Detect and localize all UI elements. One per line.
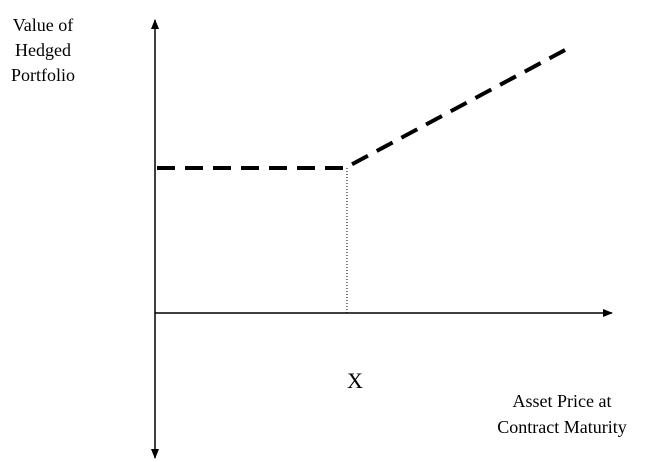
x-axis-label: Asset Price at <box>513 391 612 411</box>
strike-label: X <box>347 368 363 393</box>
y-axis-label: Hedged <box>15 40 71 60</box>
payoff-line <box>157 48 566 170</box>
x-axis-label: Contract Maturity <box>497 417 626 437</box>
y-axis-label: Value of <box>13 15 73 35</box>
y-axis-label: Portfolio <box>11 65 75 85</box>
